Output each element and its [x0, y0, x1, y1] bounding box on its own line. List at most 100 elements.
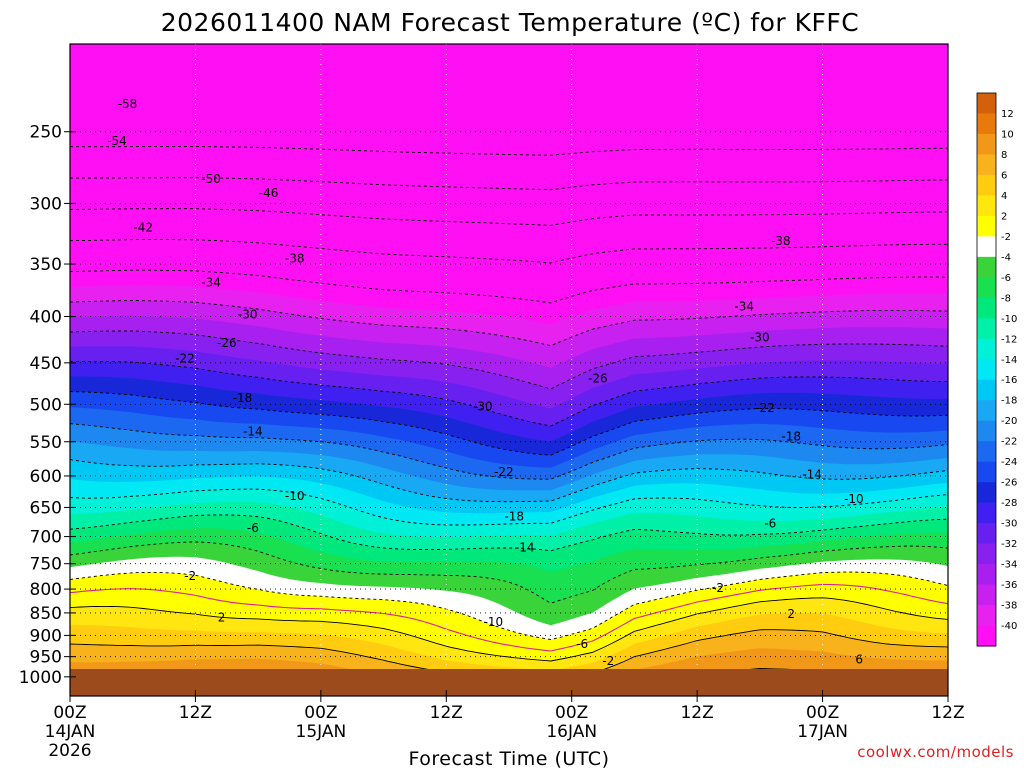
- contour-label: -18: [233, 391, 253, 405]
- colorbar-label: -32: [1001, 539, 1017, 550]
- colorbar-label: 8: [1001, 150, 1007, 161]
- chart-title: 2026011400 NAM Forecast Temperature (ºC)…: [161, 8, 860, 37]
- colorbar-label: -12: [1001, 334, 1017, 345]
- isotherm--46: [70, 239, 948, 264]
- colorbar-swatch: [977, 379, 996, 401]
- colorbar-label: -30: [1001, 519, 1017, 530]
- colorbar-label: -4: [1001, 252, 1011, 263]
- contour-label: -30: [473, 400, 493, 414]
- contour-label: -10: [844, 492, 864, 506]
- contour-label: -2: [184, 569, 196, 583]
- colorbar-label: 10: [1001, 130, 1014, 141]
- isotherm--50: [70, 208, 948, 226]
- contour-label: 6: [855, 653, 863, 667]
- contour-label: -2: [602, 654, 614, 668]
- contour-label: 2: [218, 611, 226, 625]
- colorbar-swatch: [977, 154, 996, 176]
- contour-label: -10: [285, 489, 305, 503]
- x-tick-label: 12Z: [430, 703, 463, 723]
- colorbar-swatch: [977, 441, 996, 463]
- contour-label: -14: [802, 468, 822, 482]
- isotherm--34: [70, 330, 948, 390]
- isotherm--42: [70, 269, 948, 304]
- colorbar-label: -2: [1001, 232, 1011, 243]
- colorbar-label: -6: [1001, 273, 1011, 284]
- colorbar-swatch: [977, 297, 996, 319]
- contour-label: -22: [494, 465, 514, 479]
- contour-label: -2: [712, 581, 724, 595]
- colorbar-swatch: [977, 543, 996, 565]
- contour-label: -6: [247, 521, 259, 535]
- contour-label: -46: [259, 186, 279, 200]
- colorbar-swatch: [977, 502, 996, 524]
- contour-label: -14: [243, 425, 263, 439]
- y-tick-label: 800: [30, 580, 62, 600]
- x-tick-label: 12Z: [680, 703, 713, 723]
- y-tick-label: 250: [30, 123, 62, 143]
- contour-label: -26: [588, 371, 608, 385]
- colorbar-label: -22: [1001, 437, 1017, 448]
- colorbar-swatch: [977, 113, 996, 135]
- contour-label: -10: [483, 615, 503, 629]
- colorbar-label: -18: [1001, 396, 1017, 407]
- isotherm--14: [70, 488, 948, 526]
- colorbar-swatch: [977, 215, 996, 237]
- colorbar-swatch: [977, 318, 996, 340]
- freezing-line: [70, 583, 948, 652]
- colorbar-swatch: [977, 277, 996, 299]
- contour-label: -14: [515, 541, 535, 555]
- colorbar-label: -26: [1001, 478, 1017, 489]
- y-tick-label: 450: [30, 354, 62, 374]
- colorbar-swatch: [977, 338, 996, 360]
- y-tick-label: 400: [30, 308, 62, 328]
- colorbar-label: 6: [1001, 170, 1007, 181]
- y-tick-label: 650: [30, 498, 62, 518]
- contour-label: -50: [201, 172, 221, 186]
- colorbar-label: -28: [1001, 498, 1017, 509]
- grid-lines: [70, 44, 948, 696]
- ground-terrain: [70, 669, 948, 696]
- colorbar-swatch: [977, 420, 996, 442]
- x-tick-year: 2026: [48, 741, 91, 761]
- y-tick-label: 300: [30, 194, 62, 214]
- y-tick-label: 950: [30, 648, 62, 668]
- isotherm--58: [70, 146, 948, 156]
- contour-label: -38: [285, 251, 305, 265]
- contour-label: -30: [750, 331, 770, 345]
- credit-link[interactable]: coolwx.com/models: [857, 743, 1014, 761]
- x-tick-date: 15JAN: [296, 722, 347, 742]
- plot-frame: [69, 43, 949, 697]
- colorbar-label: 4: [1001, 191, 1007, 202]
- y-tick-label: 500: [30, 395, 62, 415]
- contour-label: -30: [238, 308, 258, 322]
- plot-area: -58-54-50-46-42-38-34-30-26-22-18-14-10-…: [70, 44, 948, 696]
- contour-label: -54: [107, 134, 127, 148]
- contour-label: -22: [755, 401, 775, 415]
- y-tick-label: 550: [30, 433, 62, 453]
- colorbar-swatch: [977, 482, 996, 504]
- colorbar-label: -8: [1001, 293, 1011, 304]
- colorbar-swatch: [977, 359, 996, 381]
- y-tick-label: 850: [30, 604, 62, 624]
- x-tick-label: 00Z: [53, 703, 86, 723]
- x-tick-label: 12Z: [179, 703, 212, 723]
- contour-label: -34: [201, 276, 221, 290]
- contour-label: -58: [118, 97, 138, 111]
- colorbar-label: -38: [1001, 601, 1017, 612]
- isotherm--54: [70, 177, 948, 191]
- colorbar-label: -24: [1001, 457, 1017, 468]
- x-tick-date: 17JAN: [797, 722, 848, 742]
- y-tick-label: 750: [30, 555, 62, 575]
- colorbar-label: -36: [1001, 580, 1017, 591]
- colorbar-swatch: [977, 625, 996, 647]
- contour-labels: -58-54-50-46-42-38-34-30-26-22-18-14-10-…: [107, 97, 864, 668]
- colorbar-label: -16: [1001, 375, 1017, 386]
- isotherm--26: [70, 391, 948, 456]
- contour-label: -26: [217, 336, 237, 350]
- contour-label: -38: [771, 234, 791, 248]
- isotherm--10: [70, 514, 948, 552]
- contour-label: -34: [734, 300, 754, 314]
- contour-label: -6: [764, 516, 776, 530]
- y-axis: 2503003504004505005506006507007508008509…: [19, 123, 76, 688]
